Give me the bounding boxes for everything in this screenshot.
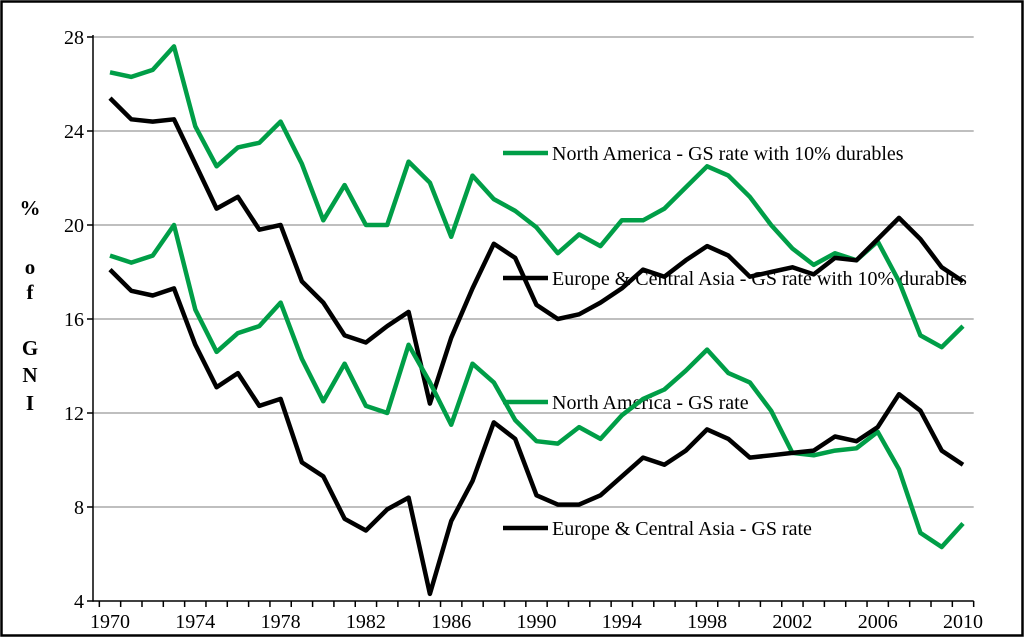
- y-tick-label: 28: [64, 27, 84, 49]
- y-axis-title-char: f: [27, 280, 35, 304]
- y-axis-title-char: G: [22, 336, 38, 360]
- legend-label: Europe & Central Asia - GS rate: [552, 518, 812, 540]
- x-tick-label: 2010: [943, 611, 983, 633]
- x-tick-label: 1982: [346, 611, 386, 633]
- y-tick-label: 12: [64, 403, 84, 425]
- x-tick-label: 1978: [261, 611, 301, 633]
- x-tick-label: 1994: [602, 611, 642, 633]
- y-tick-label: 16: [64, 309, 84, 331]
- y-axis-title-char: I: [26, 391, 34, 415]
- y-axis-title-char: N: [22, 363, 37, 387]
- x-tick-label: 2002: [772, 611, 812, 633]
- series-line-3: [108, 268, 965, 597]
- y-axis-title-char: o: [25, 255, 36, 279]
- y-tick-label: 8: [74, 497, 84, 519]
- series-line-1: [108, 96, 965, 406]
- legend-label: Europe & Central Asia - GS rate with 10%…: [552, 268, 967, 290]
- y-tick-label: 4: [74, 591, 84, 613]
- x-tick-label: 1986: [431, 611, 471, 633]
- y-tick-label: 20: [64, 215, 84, 237]
- x-tick-label: 1990: [517, 611, 557, 633]
- y-axis-title-char: %: [20, 196, 41, 220]
- series-line-2: [109, 222, 965, 550]
- y-tick-label: 24: [64, 121, 84, 143]
- legend-label: North America - GS rate: [552, 392, 749, 414]
- x-tick-label: 1998: [687, 611, 727, 633]
- series-line-0: [109, 44, 965, 350]
- legend-label: North America - GS rate with 10% durable…: [552, 143, 904, 165]
- x-tick-label: 2006: [858, 611, 898, 633]
- x-tick-label: 1974: [175, 611, 215, 633]
- x-tick-label: 1970: [90, 611, 130, 633]
